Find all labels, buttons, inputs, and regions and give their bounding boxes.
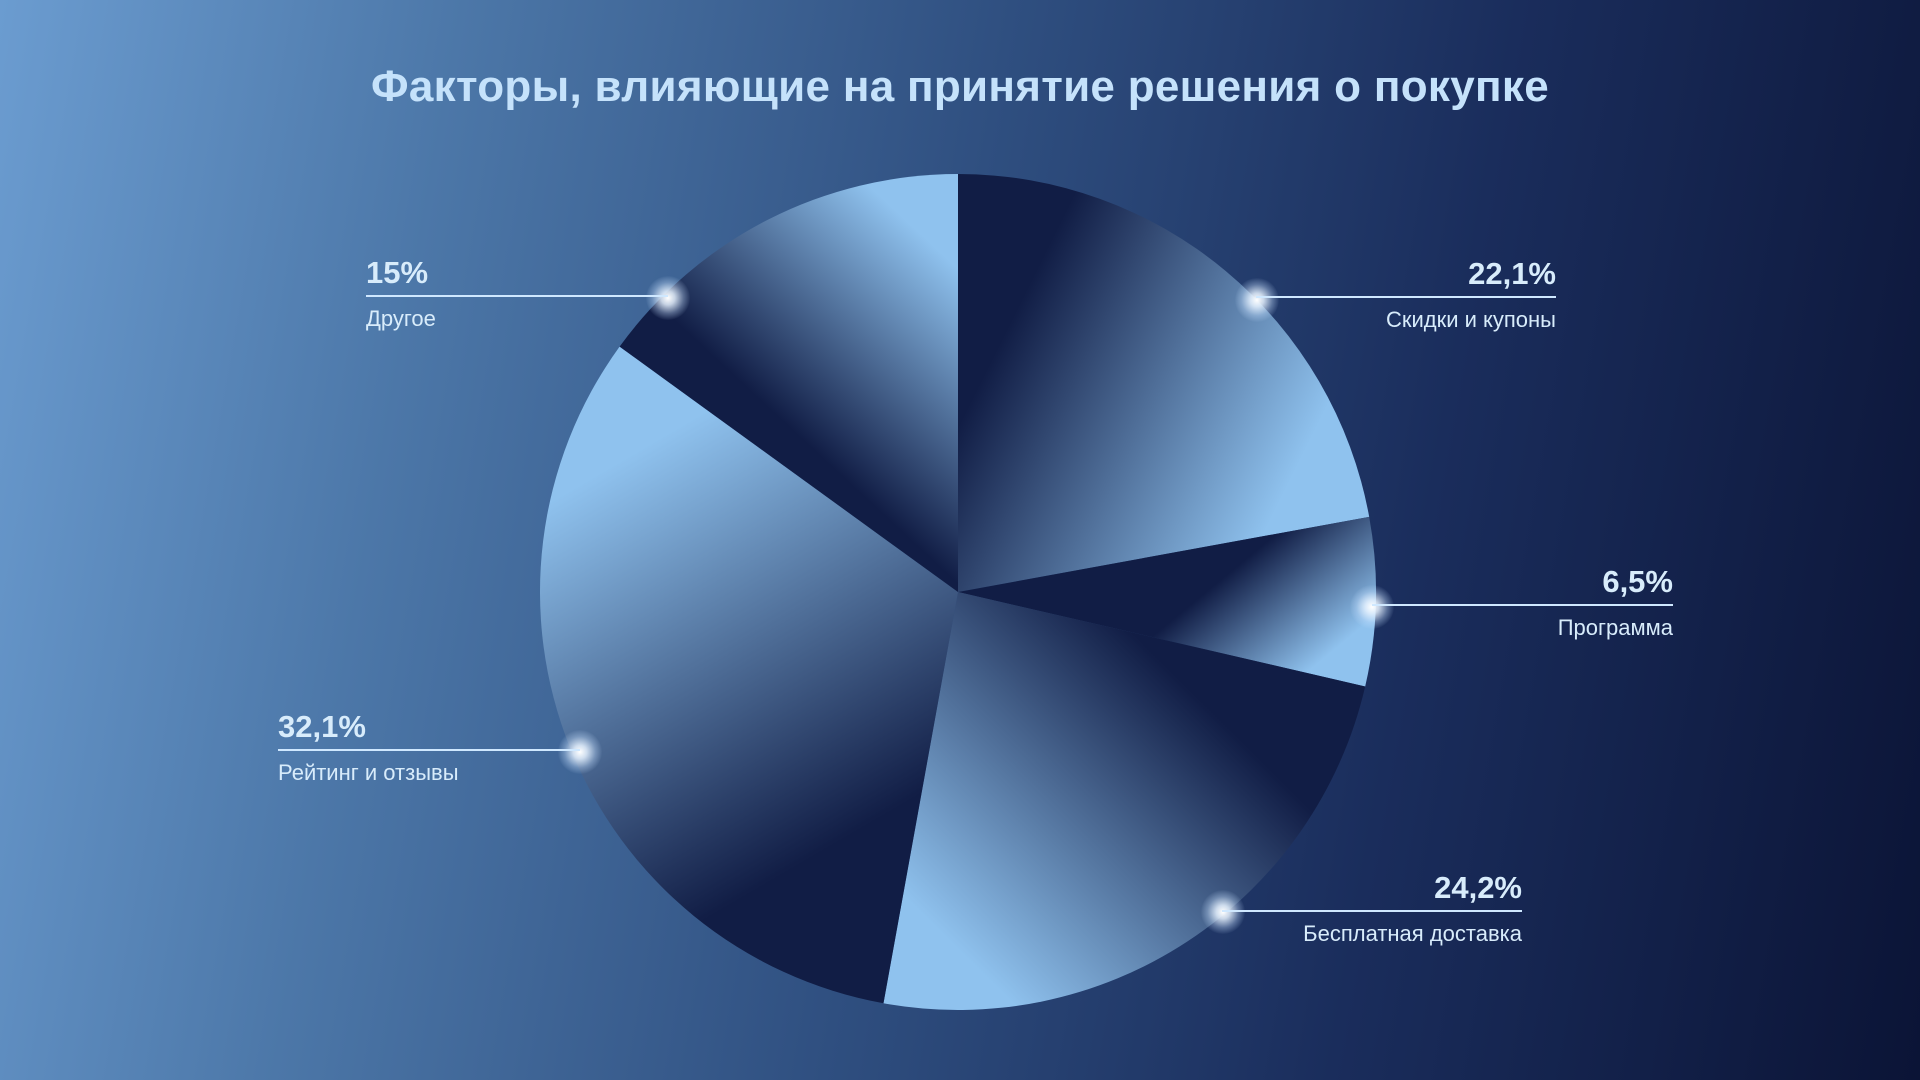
callout-dot-discounts	[1235, 278, 1279, 322]
callout-other: 15% Другое	[366, 255, 668, 333]
pie-slice-3	[883, 592, 1366, 1010]
pie-slice-2	[958, 516, 1376, 687]
slice-category-label: Другое	[366, 306, 436, 331]
callout-line	[278, 749, 580, 751]
slice-value-label: 15%	[366, 255, 429, 290]
chart-title: Факторы, влияющие на принятие решения о …	[371, 62, 1549, 111]
slice-value-label: 32,1%	[278, 709, 366, 744]
slice-category-label: Бесплатная доставка	[1303, 921, 1522, 946]
callout-dot-other	[646, 276, 690, 320]
callout-dot-free-delivery	[1201, 890, 1245, 934]
callout-free-delivery: 24,2% Бесплатная доставка	[1222, 870, 1522, 948]
pie-slice-5	[619, 174, 958, 592]
slice-value-label: 6,5%	[1602, 564, 1673, 599]
callout-dot-ratings	[558, 730, 602, 774]
callout-ratings: 32,1% Рейтинг и отзывы	[278, 709, 580, 787]
slice-category-label: Скидки и купоны	[1385, 307, 1556, 332]
slice-category-label: Программа	[1557, 615, 1673, 640]
slice-value-label: 24,2%	[1434, 870, 1522, 905]
callout-line	[1256, 296, 1556, 298]
callout-discounts: 22,1% Скидки и купоны	[1256, 256, 1556, 334]
callout-program: 6,5% Программа	[1372, 564, 1673, 642]
callout-line	[1222, 910, 1522, 912]
pie-slice-1	[958, 174, 1370, 592]
slice-value-label: 22,1%	[1468, 256, 1556, 291]
pie-slice-4	[540, 346, 958, 1004]
slice-category-label: Рейтинг и отзывы	[278, 760, 459, 785]
callout-dot-program	[1350, 585, 1394, 629]
callout-line	[1372, 604, 1673, 606]
callout-line	[366, 295, 668, 297]
